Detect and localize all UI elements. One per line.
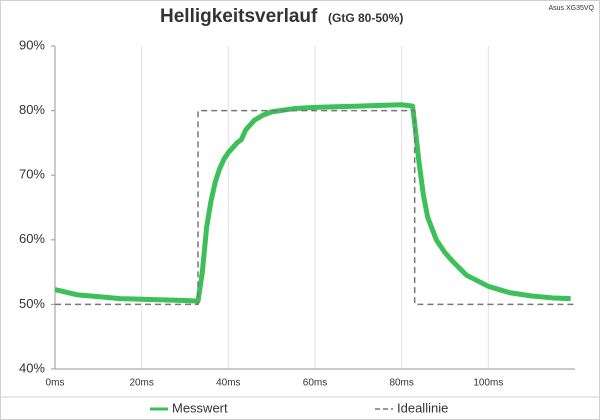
y-tick-label: 50% — [19, 296, 45, 311]
y-tick-label: 40% — [19, 360, 45, 375]
series-line — [55, 109, 575, 306]
x-tick-label: 80ms — [389, 378, 413, 389]
x-tick-label: 40ms — [216, 378, 240, 389]
y-tick-label: 90% — [19, 37, 45, 52]
y-tick-label: 70% — [19, 167, 45, 182]
x-tick-label: 20ms — [129, 378, 153, 389]
series-line — [54, 102, 571, 304]
x-tick-label: 100ms — [473, 378, 503, 389]
x-tick-label: 60ms — [303, 378, 327, 389]
legend-label: Messwert — [172, 400, 228, 415]
chart-subtitle: (GtG 80-50%) — [328, 11, 403, 25]
y-tick-label: 80% — [19, 102, 45, 117]
annotation: Asus XG35VQ — [548, 5, 594, 12]
chart-title: Helligkeitsverlauf — [160, 6, 318, 27]
x-tick-label: 0ms — [46, 378, 65, 389]
legend-label: Ideallinie — [397, 400, 448, 415]
y-tick-label: 60% — [19, 231, 45, 246]
